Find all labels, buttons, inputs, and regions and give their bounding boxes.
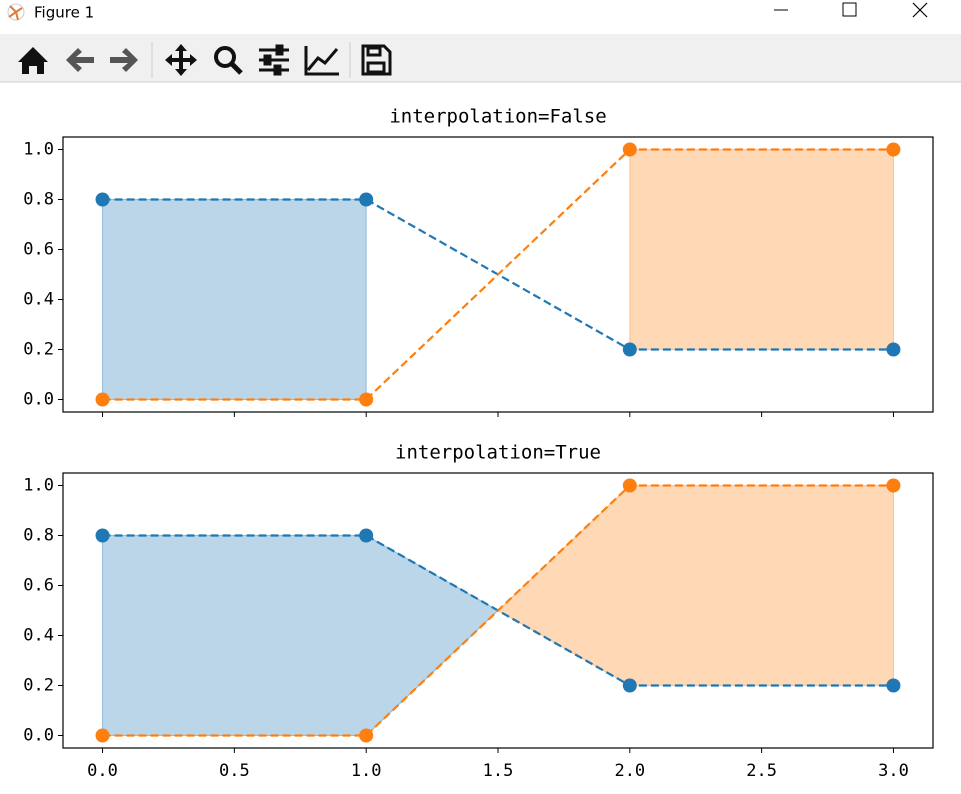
point-marker [359, 192, 374, 207]
point-marker [622, 478, 637, 493]
point-marker [622, 142, 637, 157]
fill-region [102, 199, 367, 400]
point-marker [886, 142, 901, 157]
y-tick-label: 0.0 [23, 390, 54, 410]
series-line [102, 148, 894, 401]
x-tick-label: 0.5 [219, 761, 250, 781]
y-tick-label: 0.2 [23, 340, 54, 360]
y-tick-label: 1.0 [23, 140, 54, 160]
point-marker [622, 342, 637, 357]
zoom-button[interactable] [214, 46, 243, 75]
point-marker [95, 392, 110, 407]
point-marker [622, 678, 637, 693]
x-tick-label: 0.0 [87, 761, 118, 781]
point-marker [359, 392, 374, 407]
y-tick-label: 1.0 [23, 476, 54, 496]
window-title: Figure 1 [34, 4, 94, 22]
point-marker [95, 192, 110, 207]
chart-title: interpolation=True [395, 442, 601, 464]
y-tick-label: 0.6 [23, 576, 54, 596]
y-tick-label: 0.8 [23, 526, 54, 546]
x-tick-label: 1.0 [351, 761, 382, 781]
y-tick-label: 0.8 [23, 190, 54, 210]
x-tick-label: 1.5 [483, 761, 514, 781]
x-tick-label: 2.5 [746, 761, 777, 781]
series-line [102, 484, 894, 737]
save-button[interactable] [361, 44, 392, 76]
y-tick-label: 0.2 [23, 676, 54, 696]
x-tick-label: 3.0 [878, 761, 909, 781]
close-button[interactable] [912, 2, 928, 18]
back-button[interactable] [66, 48, 94, 72]
forward-button[interactable] [110, 48, 138, 72]
y-tick-label: 0.0 [23, 726, 54, 746]
point-marker [886, 678, 901, 693]
chart-title: interpolation=False [389, 106, 606, 128]
home-button[interactable] [18, 47, 48, 74]
x-tick-label: 2.0 [614, 761, 645, 781]
fill-region [629, 149, 894, 350]
y-tick-label: 0.4 [23, 626, 54, 646]
point-marker [886, 342, 901, 357]
toolbar [0, 34, 961, 82]
point-marker [359, 728, 374, 743]
point-marker [95, 728, 110, 743]
y-tick-label: 0.6 [23, 240, 54, 260]
point-marker [886, 478, 901, 493]
point-marker [359, 528, 374, 543]
app-icon [7, 3, 25, 21]
pan-button[interactable] [165, 44, 197, 76]
y-tick-label: 0.4 [23, 290, 54, 310]
configure-button[interactable] [259, 44, 289, 76]
edit-axes-button[interactable] [304, 46, 339, 76]
maximize-button[interactable] [842, 2, 857, 17]
point-marker [95, 528, 110, 543]
